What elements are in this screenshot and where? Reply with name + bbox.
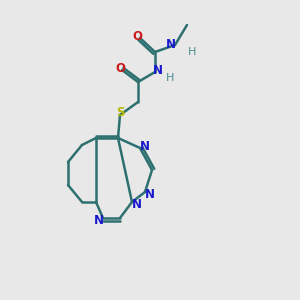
Text: N: N: [153, 64, 163, 77]
Text: N: N: [166, 38, 176, 50]
Text: N: N: [94, 214, 104, 227]
Text: O: O: [115, 62, 125, 76]
Text: H: H: [188, 47, 196, 57]
Text: N: N: [132, 197, 142, 211]
Text: H: H: [166, 73, 174, 83]
Text: N: N: [145, 188, 155, 200]
Text: O: O: [132, 29, 142, 43]
Text: S: S: [116, 106, 124, 119]
Text: N: N: [140, 140, 150, 152]
